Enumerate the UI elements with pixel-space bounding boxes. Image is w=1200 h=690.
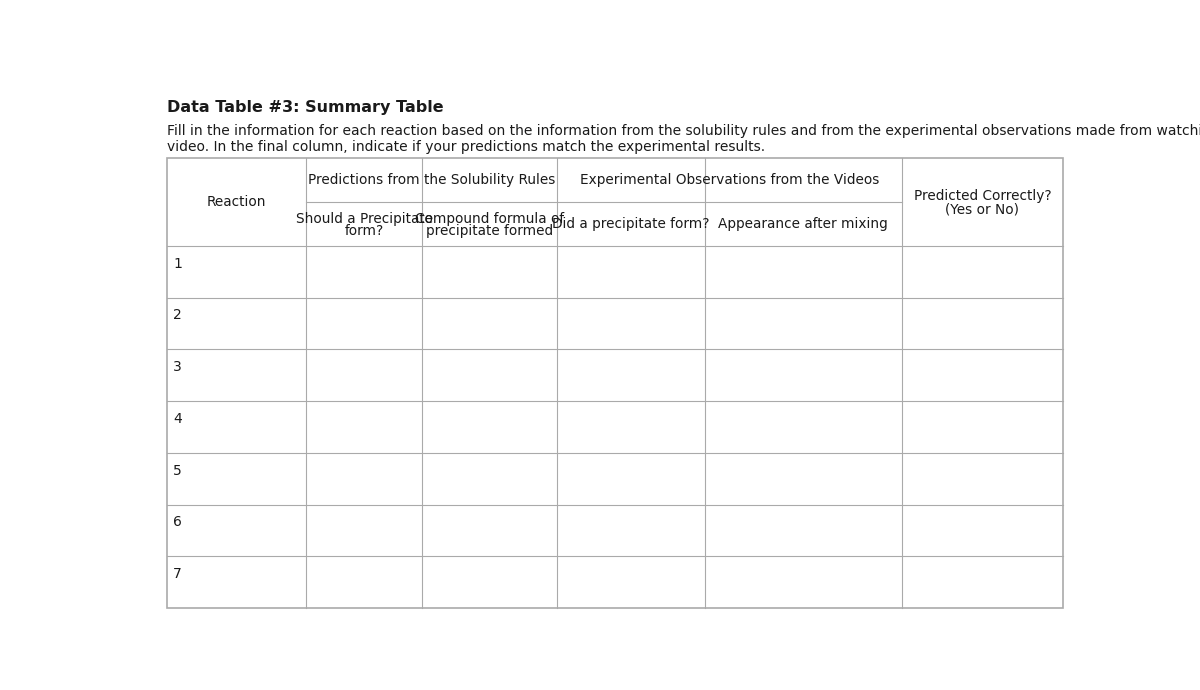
Text: 1: 1 <box>173 257 182 270</box>
Text: Data Table #3: Summary Table: Data Table #3: Summary Table <box>167 100 444 115</box>
Text: Experimental Observations from the Videos: Experimental Observations from the Video… <box>580 173 878 187</box>
Text: 2: 2 <box>173 308 182 322</box>
Text: Predictions from the Solubility Rules: Predictions from the Solubility Rules <box>307 173 556 187</box>
Text: Fill in the information for each reaction based on the information from the solu: Fill in the information for each reactio… <box>167 124 1200 139</box>
Text: 3: 3 <box>173 360 182 374</box>
Text: Did a precipitate form?: Did a precipitate form? <box>552 217 709 231</box>
Text: Appearance after mixing: Appearance after mixing <box>719 217 888 231</box>
Text: Should a Precipitate: Should a Precipitate <box>295 213 433 226</box>
Text: precipitate formed: precipitate formed <box>426 224 553 238</box>
Text: Reaction: Reaction <box>206 195 266 209</box>
Text: 4: 4 <box>173 412 182 426</box>
Text: Compound formula of: Compound formula of <box>415 213 564 226</box>
Text: (Yes or No): (Yes or No) <box>946 203 1019 217</box>
Text: form?: form? <box>344 224 384 238</box>
Text: 7: 7 <box>173 567 182 581</box>
Text: 5: 5 <box>173 464 182 477</box>
Bar <box>167 158 1063 608</box>
Text: video. In the final column, indicate if your predictions match the experimental : video. In the final column, indicate if … <box>167 140 766 154</box>
Text: Predicted Correctly?: Predicted Correctly? <box>913 189 1051 203</box>
Text: 6: 6 <box>173 515 182 529</box>
